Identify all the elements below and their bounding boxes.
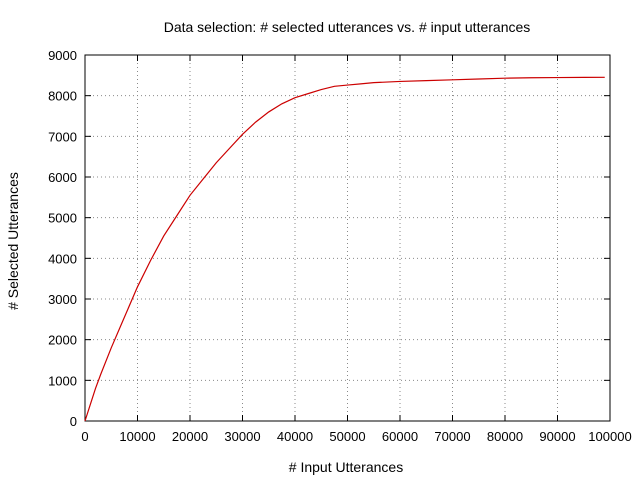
x-tick-label: 20000 [172,429,208,444]
y-tick-label: 2000 [48,333,77,348]
x-axis-label: # Input Utterances [289,459,403,475]
x-tick-label: 50000 [329,429,365,444]
y-tick-label: 5000 [48,211,77,226]
plot-frame [84,54,611,422]
y-tick-label: 9000 [48,48,77,63]
y-tick-labels: 0 1000 2000 3000 4000 5000 6000 7000 8000 9000 [48,48,77,429]
x-tick-label: 90000 [539,429,575,444]
x-tick-label: 80000 [487,429,523,444]
series-line [84,76,605,422]
x-tick-label: 10000 [119,429,155,444]
x-tick-label: 30000 [224,429,260,444]
y-tick-label: 4000 [48,251,77,266]
x-tick-labels: 0 10000 20000 30000 40000 50000 60000 70000 8000… [81,429,631,444]
chart-title: Data selection: # selected utterances vs… [164,19,531,35]
x-tick-label: 70000 [434,429,470,444]
y-axis-label: # Selected Utterances [5,172,21,310]
y-tick-label: 1000 [48,373,77,388]
y-tick-label: 7000 [48,129,77,144]
y-tick-label: 0 [70,414,77,429]
y-tick-label: 8000 [48,89,77,104]
x-tick-label: 60000 [382,429,418,444]
x-tick-label: 100000 [588,429,631,444]
x-tick-label: 40000 [277,429,313,444]
y-tick-label: 6000 [48,170,77,185]
y-tick-label: 3000 [48,292,77,307]
x-tick-label: 0 [81,429,88,444]
grid-lines [85,55,610,421]
